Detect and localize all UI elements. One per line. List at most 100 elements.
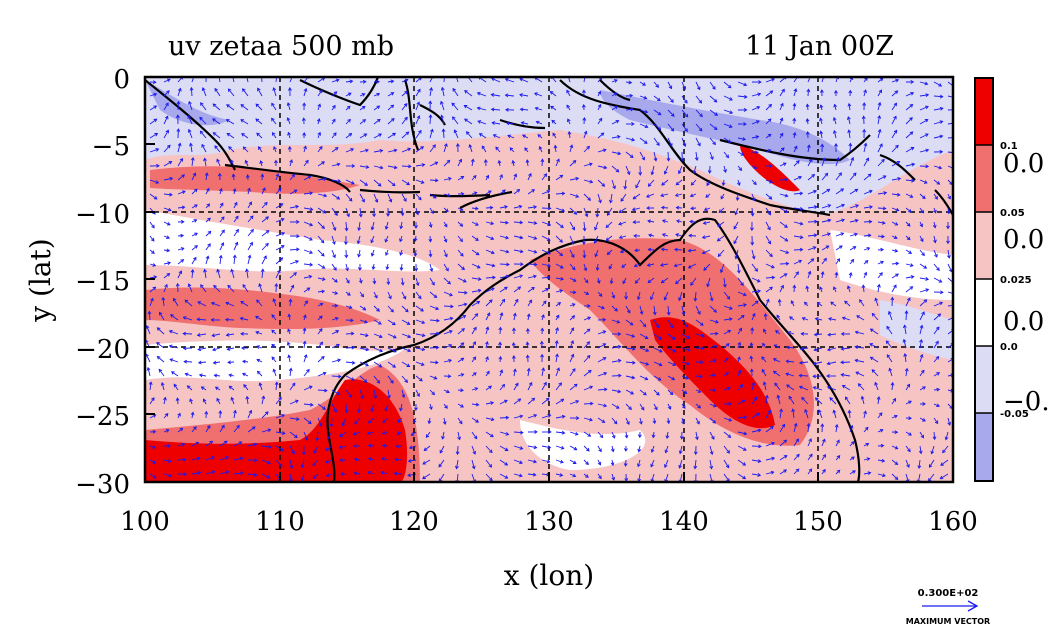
wind-vector <box>212 103 221 111</box>
wind-vector-head <box>296 234 300 239</box>
wind-vector-head <box>799 207 804 211</box>
wind-vector <box>611 105 618 111</box>
wind-vector-head <box>904 367 909 372</box>
wind-vector-head <box>156 342 160 346</box>
wind-vector <box>706 179 711 186</box>
wind-vector-head <box>477 120 482 124</box>
wind-vector <box>583 131 587 139</box>
wind-vector <box>793 207 803 210</box>
wind-vector <box>198 347 207 351</box>
wind-vector <box>723 109 733 114</box>
wind-vector <box>513 235 523 239</box>
wind-vector-head <box>540 353 544 358</box>
wind-vector <box>177 88 181 97</box>
wind-vector <box>751 412 760 419</box>
wind-vector-head <box>585 461 589 466</box>
wind-vector-head <box>628 406 632 411</box>
wind-vector <box>191 257 197 265</box>
wind-vector-head <box>428 224 433 228</box>
wind-vector <box>690 277 697 286</box>
wind-vector-head <box>572 160 577 164</box>
wind-vector <box>786 360 795 363</box>
wind-vector <box>779 409 782 419</box>
wind-vector <box>359 389 364 399</box>
wind-vector-head <box>608 265 613 270</box>
wind-vector-head <box>940 290 944 295</box>
wind-vector <box>485 326 489 335</box>
wind-vector-head <box>325 447 329 451</box>
wind-vector <box>233 425 240 433</box>
wind-vector <box>387 277 389 285</box>
wind-vector <box>779 285 784 293</box>
wind-vector <box>275 173 279 181</box>
wind-vector <box>709 459 713 469</box>
wind-vector-head <box>302 340 307 345</box>
wind-vector-head <box>854 232 858 237</box>
wind-vector-head <box>291 382 296 387</box>
wind-vector-head <box>230 159 234 164</box>
wind-vector <box>661 277 669 284</box>
wind-vector-head <box>505 431 510 436</box>
wind-vector-head <box>814 317 819 321</box>
wind-vector <box>331 221 336 231</box>
wind-vector-head <box>320 252 325 257</box>
wind-vector-head <box>313 449 317 454</box>
wind-vector-head <box>167 207 172 212</box>
colorbar-level-label: 0.0 <box>1000 342 1018 353</box>
wind-vector <box>871 313 879 321</box>
wind-vector <box>567 77 571 83</box>
wind-vector <box>807 234 817 237</box>
wind-vector-head <box>241 133 245 137</box>
wind-vector-head <box>675 205 680 210</box>
wind-vector-head <box>632 360 636 365</box>
wind-vector <box>905 368 908 377</box>
negative-band-east <box>880 300 953 360</box>
wind-vector-head <box>184 299 189 304</box>
wind-vector <box>219 440 228 447</box>
wind-vector-head <box>921 311 925 316</box>
wind-vector-head <box>249 215 254 220</box>
wind-vector-head <box>228 146 232 150</box>
wind-vector-head <box>175 397 180 401</box>
wind-vector-head <box>199 116 203 121</box>
wind-vector-head <box>218 187 223 192</box>
wind-vector-head <box>511 159 516 164</box>
wind-vector-head <box>894 476 899 480</box>
wind-vector <box>317 161 325 167</box>
wind-vector <box>359 179 368 186</box>
wind-vector-head <box>293 272 297 276</box>
wind-vector-head <box>920 209 924 214</box>
wind-vector-head <box>150 237 155 242</box>
wind-vector-head <box>682 86 687 91</box>
wind-vector-head <box>255 118 260 123</box>
wind-vector <box>647 277 655 283</box>
wind-vector <box>399 403 403 411</box>
wind-vector-head <box>347 118 351 123</box>
wind-vector-head <box>315 437 320 442</box>
wind-vector-head <box>938 83 943 87</box>
wind-vector-head <box>200 102 204 106</box>
wind-vector <box>653 123 661 130</box>
wind-vector-head <box>826 361 831 366</box>
wind-vector-head <box>472 341 476 345</box>
wind-vector <box>541 249 551 255</box>
wind-vector <box>815 318 823 321</box>
wind-vector-head <box>460 357 465 362</box>
wind-vector <box>513 275 523 279</box>
wind-vector <box>261 269 264 279</box>
wind-vector-head <box>593 239 598 244</box>
wind-vector-head <box>332 241 336 245</box>
wind-vector <box>765 426 774 433</box>
wind-vector-head <box>274 283 279 287</box>
title-left: uv zetaa 500 mb <box>168 31 394 62</box>
wind-vector <box>737 151 744 156</box>
wind-vector-head <box>376 379 381 384</box>
wind-vector-head <box>559 174 564 179</box>
wind-vector-head <box>470 158 475 163</box>
wind-vector-head <box>364 182 369 186</box>
wind-vector <box>667 137 673 147</box>
wind-vector <box>303 207 313 211</box>
wind-vector-head <box>255 330 260 335</box>
wind-vector-head <box>546 459 551 464</box>
wind-vector-head <box>753 396 758 401</box>
